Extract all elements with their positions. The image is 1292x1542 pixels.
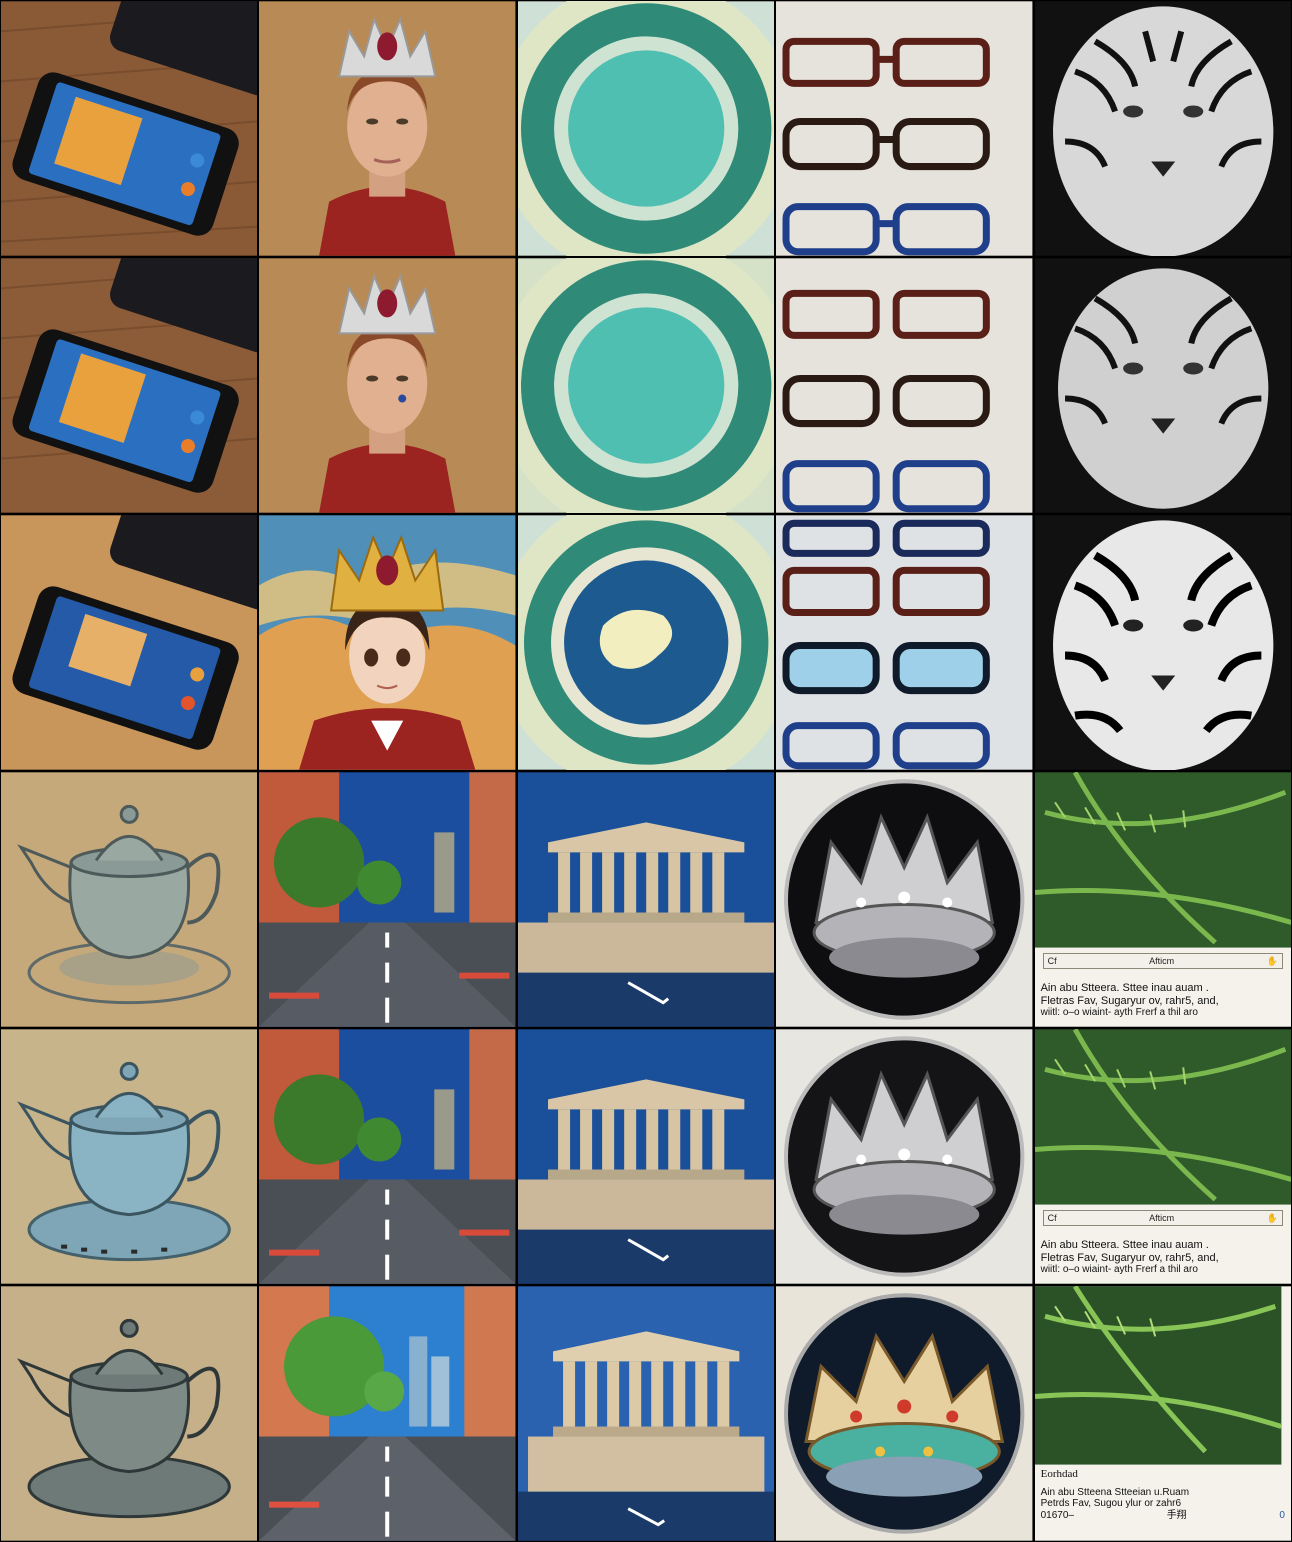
tile-teapot-stylized [1,1286,258,1541]
card-header: Cf Afticm ✋ [1042,953,1283,969]
teapot-image [1,772,258,1027]
card-line-1: Ain abu Stteena Stteeian u.Ruam [1040,1486,1190,1498]
tile-circle-earth-stylized [517,515,775,770]
circles-image [517,1,775,256]
card-line-1: Ain abu Stteera. Sttee inau auam . [1040,1239,1209,1251]
phone-image [1,258,258,513]
teapot-image [1,1029,258,1284]
card-body: Ain abu Stteera. Sttee inau auam . Fletr… [1041,1239,1285,1276]
circles-image [517,258,775,513]
glasses-image [776,1,1033,256]
tile-teapot-reference [1,772,258,1027]
teapot-image [1,1286,258,1541]
tile-woman-crown-reference [259,1,516,256]
tile-fern-card-reference: Cf Afticm ✋ Ain abu Stteera. Sttee inau … [1034,772,1291,1027]
card-header-icon: ✋ [1266,1212,1278,1223]
tile-street-stylized [259,1286,516,1541]
tile-anime-crown-stylized [259,515,516,770]
tile-fern-card-stylized: Eorhdad Ain abu Stteena Stteeian u.Ruam … [1034,1286,1291,1541]
tile-glasses-stylized [776,515,1033,770]
tile-silver-crown-reference [776,772,1033,1027]
tiger-image [1034,1,1291,256]
tile-parthenon-reference [517,772,775,1027]
tile-street-reference [259,772,516,1027]
tile-teapot-artifacts [1,1029,258,1284]
silver-crown-image [776,772,1033,1027]
tile-jeweled-crown-stylized [776,1286,1033,1541]
tiger-image [1034,258,1291,513]
card-header: Cf Afticm ✋ [1042,1210,1283,1226]
glasses-image [776,258,1033,513]
card-line-2: Fletras Fav, Sugaryur ov, rahr5, and, [1040,1251,1219,1264]
woman-crown-image [259,258,516,513]
woman-crown-image [259,1,516,256]
tiger-image [1034,515,1291,770]
card-header-left: Cf [1047,956,1057,966]
circle-earth-image [517,515,775,770]
street-image [259,1029,516,1284]
card-line-1: Ain abu Stteera. Sttee inau auam . [1040,982,1209,994]
tile-glasses-artifacts [776,258,1033,513]
card-footer: 01670– 手翔 0 [1041,1510,1285,1522]
card-corner: 0 [1279,1509,1285,1521]
phone-image [1,1,258,256]
card-line-3: wiitl: o–o wiaint- ayth Frerf a thil aro [1040,1007,1198,1019]
card-body: Ain abu Stteera. Sttee inau auam . Fletr… [1041,982,1285,1019]
tile-tiger-reference [1034,1,1291,256]
tile-woman-crown-artifacts [259,258,516,513]
card-header-center: Afticm [1149,956,1175,966]
tile-circles-reference [517,1,775,256]
card-line-2: Petrds Fav, Sugou ylur or zahr6 [1040,1498,1182,1510]
fern-image [1034,1286,1291,1541]
tile-tiger-artifacts [1034,258,1291,513]
card-line-2: Fletras Fav, Sugaryur ov, rahr5, and, [1040,994,1219,1007]
tile-circles-artifacts [517,258,775,513]
parthenon-image [517,1286,775,1541]
card-header-center: Afticm [1149,1213,1175,1223]
tile-phone-artifacts [1,258,258,513]
parthenon-image [517,772,775,1027]
silver-crown-image [776,1029,1033,1284]
tile-parthenon-artifacts [517,1029,775,1284]
fern-image [1034,1029,1291,1284]
card-header-left: Cf [1047,1213,1057,1223]
tile-glasses-reference [776,1,1033,256]
card-title: Eorhdad [1040,1468,1078,1480]
parthenon-image [517,1029,775,1284]
tile-tiger-stylized [1034,515,1291,770]
glasses-image [776,515,1033,770]
tile-phone-reference [1,1,258,256]
card-header-icon: ✋ [1266,955,1278,966]
card-line-3: 01670– [1040,1509,1074,1521]
street-image [259,772,516,1027]
card-body: Eorhdad Ain abu Stteena Stteeian u.Ruam … [1041,1468,1285,1521]
anime-crown-image [259,515,516,770]
jeweled-crown-image [776,1286,1033,1541]
card-line-3: wiitl: o–o wiaint- ayth Frerf a thil aro [1040,1264,1198,1276]
tile-phone-stylized [1,515,258,770]
street-image [259,1286,516,1541]
tile-parthenon-stylized [517,1286,775,1541]
tile-street-artifacts [259,1029,516,1284]
tile-fern-card-artifacts: Cf Afticm ✋ Ain abu Stteera. Sttee inau … [1034,1029,1291,1284]
card-mark: 手翔 [1166,1509,1187,1521]
phone-image [1,515,258,770]
tile-silver-crown-artifacts [776,1029,1033,1284]
